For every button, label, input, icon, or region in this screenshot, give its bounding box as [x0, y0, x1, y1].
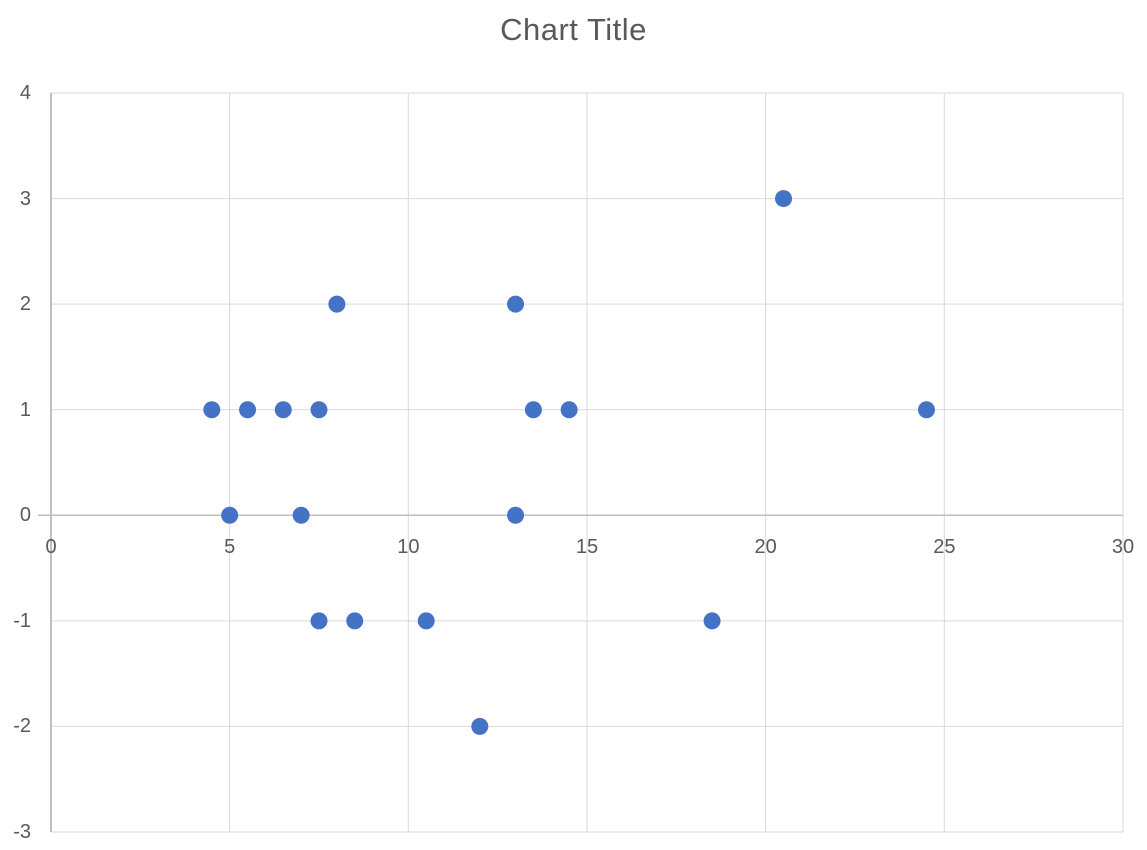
data-point[interactable]	[524, 401, 542, 419]
chart-title[interactable]: Chart Title	[500, 12, 647, 47]
data-point[interactable]	[310, 401, 328, 419]
data-point[interactable]	[471, 717, 489, 735]
data-point[interactable]	[917, 401, 935, 419]
data-point[interactable]	[703, 612, 721, 630]
axis-lines	[38, 93, 1123, 832]
data-point[interactable]	[417, 612, 435, 630]
data-point[interactable]	[274, 401, 292, 419]
plot-area[interactable]	[203, 190, 935, 735]
data-point[interactable]	[221, 506, 239, 524]
data-point[interactable]	[328, 295, 346, 313]
data-point[interactable]	[292, 506, 310, 524]
data-point[interactable]	[203, 401, 221, 419]
data-point[interactable]	[310, 612, 328, 630]
data-point[interactable]	[560, 401, 578, 419]
data-point[interactable]	[507, 295, 525, 313]
data-point[interactable]	[775, 190, 793, 208]
data-point[interactable]	[239, 401, 257, 419]
data-point[interactable]	[346, 612, 364, 630]
data-point[interactable]	[507, 506, 525, 524]
gridlines	[51, 92, 1124, 833]
